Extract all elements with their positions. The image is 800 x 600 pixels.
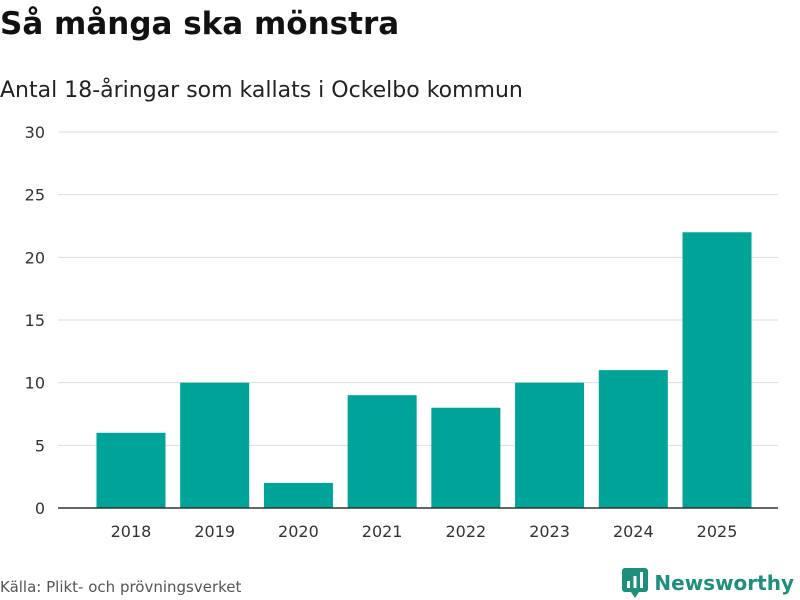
brand-name: Newsworthy xyxy=(654,571,794,595)
y-tick-label: 0 xyxy=(35,499,45,518)
x-tick-label: 2025 xyxy=(697,522,738,541)
y-tick-label: 10 xyxy=(25,374,45,393)
bar xyxy=(180,382,250,508)
x-tick-label: 2018 xyxy=(111,522,152,541)
bar xyxy=(263,482,333,508)
y-tick-label: 30 xyxy=(25,123,45,142)
x-tick-label: 2020 xyxy=(278,522,319,541)
x-tick-label: 2023 xyxy=(529,522,570,541)
y-tick-label: 25 xyxy=(25,186,45,205)
bar xyxy=(598,370,668,508)
chart-title: Så många ska mönstra xyxy=(0,6,400,42)
y-tick-label: 20 xyxy=(25,248,45,267)
y-tick-label: 5 xyxy=(35,436,45,455)
brand-logo: Newsworthy xyxy=(622,568,794,598)
newsworthy-logo-icon xyxy=(622,568,649,598)
x-tick-label: 2022 xyxy=(446,522,487,541)
chart-subtitle: Antal 18-åringar som kallats i Ockelbo k… xyxy=(0,78,523,103)
bar xyxy=(96,432,166,508)
bar xyxy=(682,232,752,508)
y-tick-label: 15 xyxy=(25,311,45,330)
bar xyxy=(347,395,417,508)
bar xyxy=(431,407,501,508)
x-tick-label: 2021 xyxy=(362,522,403,541)
x-tick-label: 2024 xyxy=(613,522,654,541)
bar xyxy=(515,382,585,508)
source-note: Källa: Plikt- och prövningsverket xyxy=(0,578,242,596)
x-tick-label: 2019 xyxy=(194,522,235,541)
